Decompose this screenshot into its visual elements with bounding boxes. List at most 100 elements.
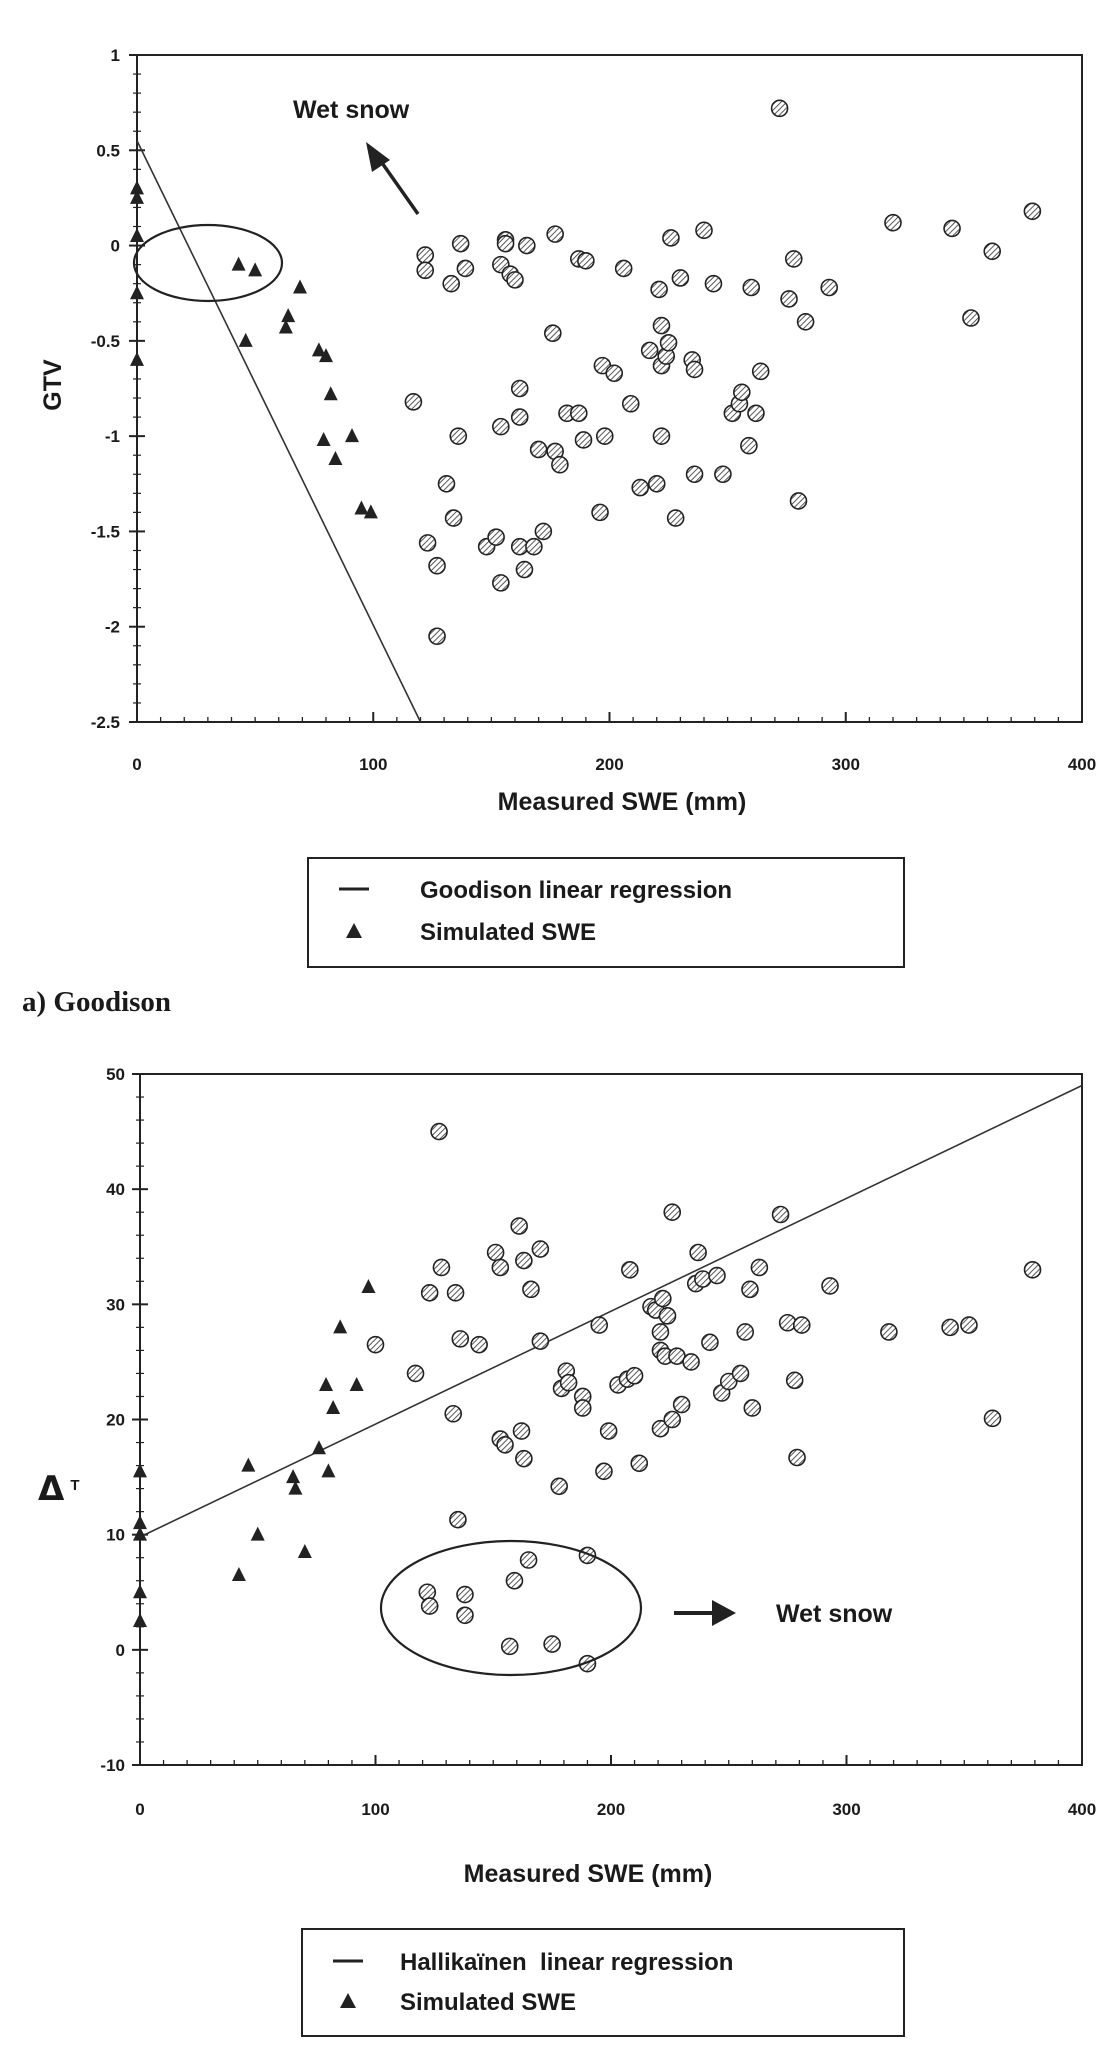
simulated-point: [326, 1399, 341, 1414]
measured-point: [444, 509, 463, 527]
y-tick-label: -0.5: [91, 332, 120, 351]
measured-point: [418, 534, 437, 552]
simulated-point: [130, 285, 144, 300]
simulated-point: [349, 1376, 364, 1391]
measured-point: [880, 1323, 898, 1341]
measured-point: [531, 1240, 550, 1258]
measured-point: [1023, 1260, 1042, 1279]
y-tick-label: -2.5: [91, 713, 120, 732]
measured-point: [551, 455, 569, 474]
measured-point: [605, 364, 624, 383]
measured-point: [621, 1260, 639, 1279]
measured-point: [529, 440, 548, 459]
y-tick-label: 20: [106, 1411, 125, 1430]
measured-point: [487, 528, 505, 546]
measured-point: [432, 1258, 451, 1277]
y-tick-label: -1.5: [91, 522, 120, 541]
chart-a-wet-snow-arrowhead: [366, 142, 390, 172]
measured-point: [451, 234, 470, 253]
measured-point: [731, 1364, 750, 1383]
measured-point: [630, 1454, 649, 1473]
simulated-point: [319, 348, 333, 363]
simulated-point: [231, 256, 246, 271]
measured-point: [496, 1436, 514, 1454]
chart-b-measured-series: [366, 1122, 1042, 1673]
measured-point: [821, 1277, 839, 1295]
simulated-point: [250, 1526, 265, 1541]
measured-point: [662, 229, 680, 247]
measured-point: [943, 219, 961, 238]
measured-point: [647, 474, 666, 493]
y-tick-label: -10: [100, 1756, 125, 1775]
simulated-point: [311, 342, 326, 357]
measured-point: [543, 324, 562, 343]
measured-point: [416, 246, 435, 264]
measured-point: [446, 1284, 465, 1302]
measured-point: [796, 312, 815, 331]
chart-b-y-label-symbol: Δ: [38, 1469, 65, 1509]
chart-a-legend-entry-regression: Goodison linear regression: [420, 877, 732, 904]
chart-b-legend: Hallikaïnen linear regression Simulated …: [301, 1928, 905, 2037]
simulated-point: [248, 262, 263, 277]
measured-point: [743, 1399, 762, 1417]
measured-point: [652, 427, 671, 445]
measured-point: [543, 1635, 561, 1653]
y-tick-label: 0: [116, 1641, 125, 1660]
measured-point: [714, 465, 732, 484]
measured-point: [428, 627, 446, 646]
measured-point: [512, 1422, 531, 1440]
measured-point: [406, 1364, 425, 1383]
measured-point: [788, 1448, 806, 1467]
measured-point: [785, 1371, 804, 1390]
measured-point: [671, 269, 690, 287]
measured-point: [546, 225, 564, 243]
simulated-point: [241, 1457, 256, 1472]
measured-point: [404, 393, 423, 411]
measured-point: [732, 383, 751, 402]
measured-point: [534, 522, 553, 541]
chart-b-wet-snow-ellipse: [379, 1539, 643, 1677]
measured-point: [591, 503, 609, 522]
measured-point: [747, 404, 765, 423]
chart-b-annotation: Wet snow: [776, 1600, 893, 1628]
simulated-point: [321, 1463, 336, 1478]
measured-point: [770, 99, 789, 118]
y-tick-label: 50: [106, 1065, 125, 1084]
measured-point: [492, 417, 510, 436]
simulated-point: [288, 1480, 303, 1495]
measured-point: [531, 1332, 550, 1350]
measured-point: [631, 478, 650, 497]
measured-point: [640, 341, 659, 360]
measured-point: [652, 316, 671, 335]
chart-a-legend-triangle-symbol: [346, 923, 362, 938]
measured-point: [621, 394, 640, 413]
x-tick-label: 400: [1068, 1800, 1096, 1819]
simulated-point: [354, 500, 369, 515]
simulated-point: [133, 1526, 147, 1541]
measured-point: [456, 1606, 474, 1625]
x-tick-label: 400: [1068, 755, 1096, 774]
measured-point: [962, 309, 980, 327]
measured-point: [420, 1284, 439, 1302]
measured-point: [510, 379, 529, 398]
measured-point: [590, 1316, 609, 1334]
measured-point: [983, 242, 1002, 261]
measured-point: [496, 234, 515, 253]
measured-point: [614, 259, 633, 278]
x-tick-label: 200: [595, 755, 623, 774]
measured-point: [519, 1551, 538, 1569]
chart-b-legend-entry-simulated: Simulated SWE: [400, 1989, 576, 2016]
measured-point: [444, 1404, 463, 1423]
measured-point: [515, 1251, 533, 1270]
measured-point: [522, 1280, 540, 1299]
simulated-point: [316, 431, 331, 446]
measured-point: [442, 274, 461, 293]
measured-point: [778, 1313, 797, 1332]
measured-point: [789, 492, 808, 510]
measured-point: [505, 1571, 524, 1590]
simulated-point: [333, 1319, 348, 1334]
chart-a-measured-series: [404, 99, 1042, 646]
chart-b-y-label-subscript: T: [70, 1477, 79, 1494]
y-tick-label: 0: [111, 237, 120, 256]
